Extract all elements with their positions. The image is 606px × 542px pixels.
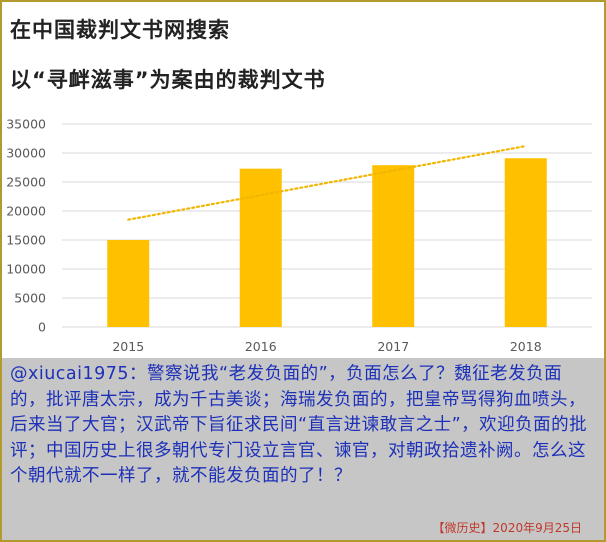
y-tick-label: 0 bbox=[38, 320, 46, 335]
bar bbox=[372, 165, 415, 327]
y-tick-label: 20000 bbox=[6, 204, 46, 219]
y-tick-label: 5000 bbox=[14, 291, 46, 306]
chart-title-line2: 以“寻衅滋事”为案由的裁判文书 bbox=[10, 68, 326, 92]
x-tick-label: 2017 bbox=[377, 339, 409, 354]
y-tick-label: 10000 bbox=[6, 262, 46, 277]
chart-title-line1: 在中国裁判文书网搜索 bbox=[10, 18, 230, 42]
x-tick-label: 2018 bbox=[510, 339, 542, 354]
bar bbox=[107, 240, 150, 327]
trendline bbox=[127, 144, 527, 221]
y-tick-label: 35000 bbox=[6, 117, 46, 132]
comment-text: @xiucai1975：警察说我“老发负面的”，负面怎么了？魏征老发负面的，批评… bbox=[10, 364, 588, 486]
bar-chart: 0 5000 10000 15000 20000 25000 30000 35000 2015 2… bbox=[6, 117, 592, 354]
y-tick-label: 25000 bbox=[6, 175, 46, 190]
y-tick-label: 15000 bbox=[6, 233, 46, 248]
x-tick-label: 2016 bbox=[245, 339, 277, 354]
comment-panel: @xiucai1975：警察说我“老发负面的”，负面怎么了？魏征老发负面的，批评… bbox=[2, 358, 604, 540]
y-tick-label: 30000 bbox=[6, 146, 46, 161]
footer-source-date: 【微历史】2020年9月25日 bbox=[432, 521, 582, 535]
x-tick-label: 2015 bbox=[112, 339, 144, 354]
bar bbox=[504, 158, 547, 327]
